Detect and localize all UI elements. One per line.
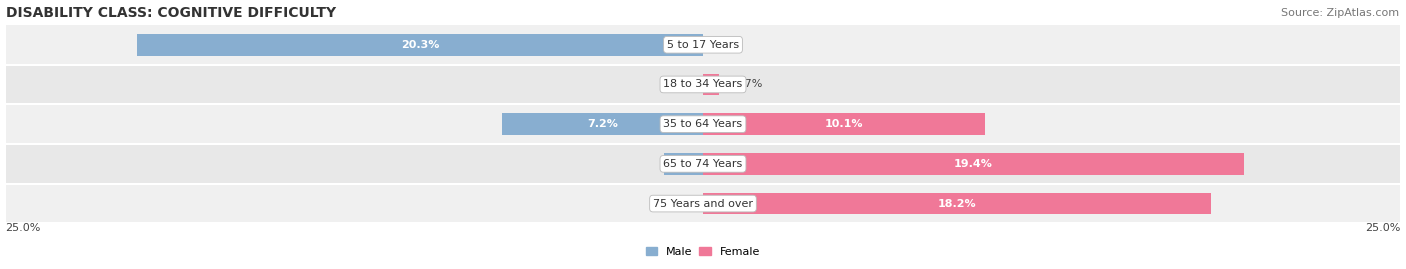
Text: 25.0%: 25.0% (1365, 224, 1400, 233)
Text: 10.1%: 10.1% (825, 119, 863, 129)
Text: 5 to 17 Years: 5 to 17 Years (666, 40, 740, 50)
Bar (6, 144, 1400, 184)
Bar (136, 34, 703, 56)
Bar (502, 113, 703, 135)
Text: 7.2%: 7.2% (588, 119, 619, 129)
Text: 0.0%: 0.0% (664, 79, 692, 90)
Bar (6, 25, 1400, 65)
Text: 1.4%: 1.4% (668, 159, 699, 169)
Text: 20.3%: 20.3% (401, 40, 439, 50)
Text: 75 Years and over: 75 Years and over (652, 199, 754, 208)
Text: 65 to 74 Years: 65 to 74 Years (664, 159, 742, 169)
Bar (703, 113, 984, 135)
Bar (6, 184, 1400, 224)
Bar (664, 153, 703, 175)
Bar (703, 153, 1244, 175)
Bar (703, 193, 1211, 214)
Text: 35 to 64 Years: 35 to 64 Years (664, 119, 742, 129)
Text: 25.0%: 25.0% (6, 224, 41, 233)
Bar (6, 65, 1400, 104)
Text: Source: ZipAtlas.com: Source: ZipAtlas.com (1281, 8, 1399, 18)
Bar (703, 73, 718, 95)
Text: 0.57%: 0.57% (727, 79, 762, 90)
Text: 19.4%: 19.4% (955, 159, 993, 169)
Text: 0.0%: 0.0% (714, 40, 742, 50)
Text: 18.2%: 18.2% (938, 199, 976, 208)
Text: 18 to 34 Years: 18 to 34 Years (664, 79, 742, 90)
Legend: Male, Female: Male, Female (641, 243, 765, 261)
Text: DISABILITY CLASS: COGNITIVE DIFFICULTY: DISABILITY CLASS: COGNITIVE DIFFICULTY (6, 6, 336, 20)
Text: 0.0%: 0.0% (664, 199, 692, 208)
Bar (6, 104, 1400, 144)
